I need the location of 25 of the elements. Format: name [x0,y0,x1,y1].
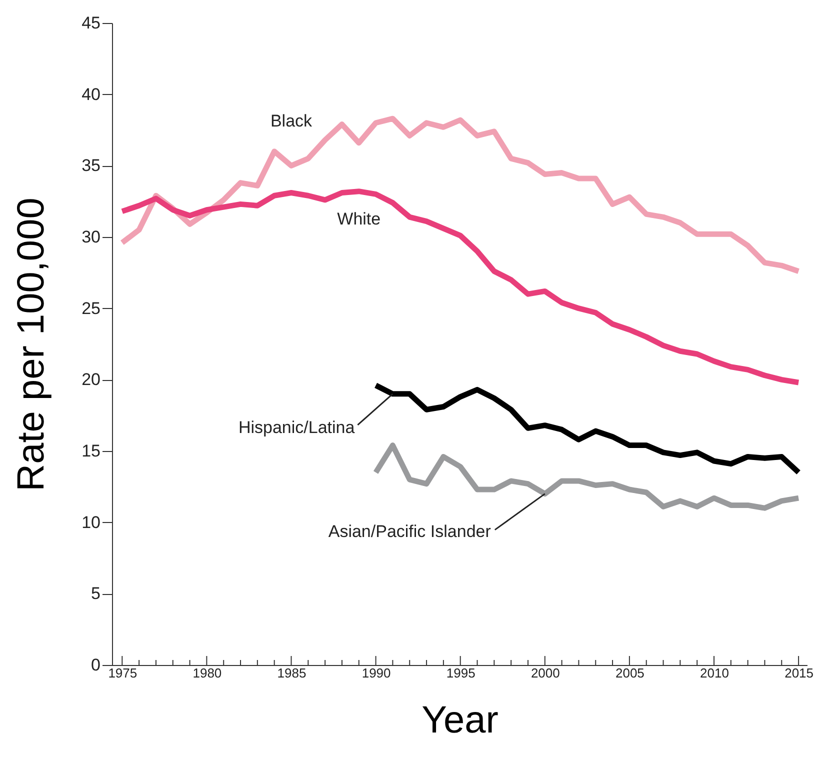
series-label: Black [270,112,313,131]
y-tick-label: 40 [82,84,100,104]
x-axis-title: Year [422,700,499,742]
y-tick-label: 0 [91,656,100,674]
y-tick-label: 10 [82,512,100,532]
y-tick-label: 30 [82,228,100,246]
y-axis-title: Rate per 100,000 [10,198,53,492]
x-tick-label: 2010 [700,666,729,680]
text: Hispanic/Latina [238,418,356,437]
x-tick-label: 1985 [277,666,306,680]
x-tick-label: 1990 [362,666,391,680]
series-label: White [337,209,381,228]
series-label: Asian/Pacific Islander [328,522,492,541]
y-tick-label: 35 [82,156,100,176]
x-tick-label: 1995 [446,666,476,680]
x-tick-label: 2015 [784,666,814,680]
x-tick-label: 2005 [615,666,644,680]
y-tick-label: 25 [82,298,100,318]
y-tick-label: 15 [82,442,100,460]
x-tick-label: 2000 [530,666,560,680]
y-tick-label: 20 [82,370,100,390]
y-tick-label: 45 [82,14,100,32]
y-tick-label: 5 [91,584,100,604]
x-tick-label: 1980 [192,666,222,680]
x-tick-label: 1975 [108,666,138,680]
